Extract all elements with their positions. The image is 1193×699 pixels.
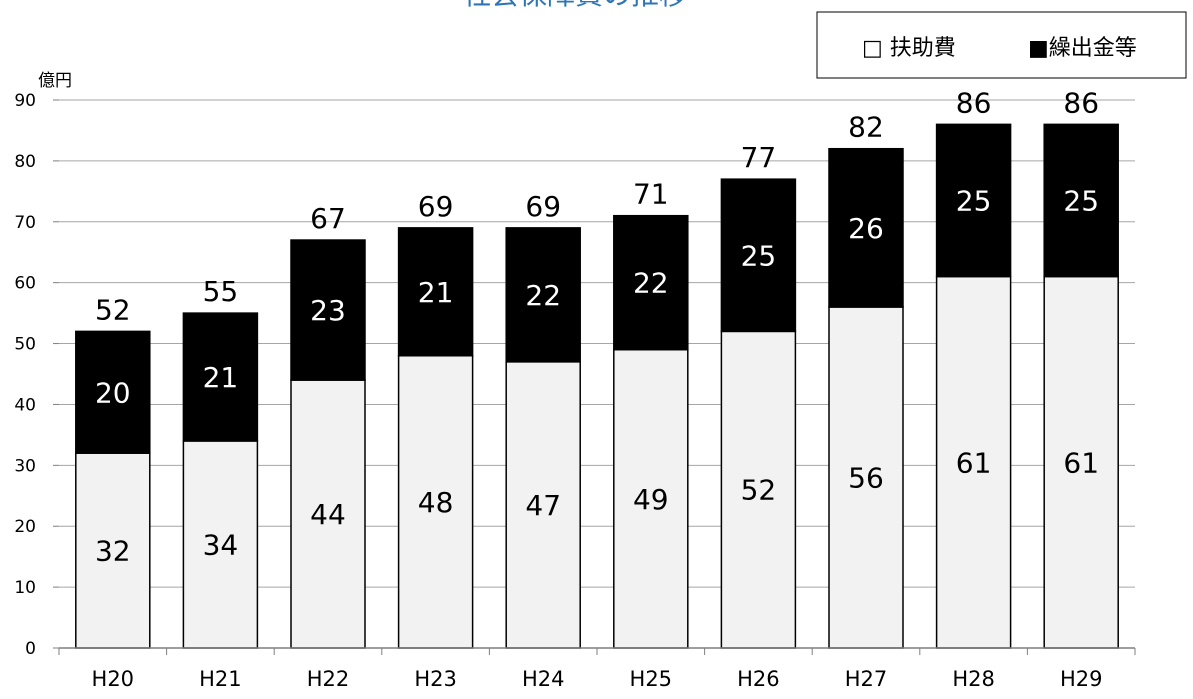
y-tick-label: 20 bbox=[14, 517, 36, 537]
y-tick-label: 60 bbox=[14, 274, 36, 294]
x-tick-label: H26 bbox=[737, 667, 780, 691]
x-axis: H20 H21 H22 H23 H24 H25 H26 H27 H28 H29 bbox=[58, 647, 1136, 691]
data-label-扶助費: 61 bbox=[956, 446, 992, 479]
total-label: 52 bbox=[95, 293, 131, 326]
data-label-扶助費: 49 bbox=[633, 483, 669, 516]
data-label-繰出金等: 25 bbox=[956, 184, 992, 217]
x-tick-label: H27 bbox=[845, 667, 888, 691]
total-label: 82 bbox=[848, 111, 884, 144]
x-tick-label: H21 bbox=[199, 667, 242, 691]
y-tick-label: 40 bbox=[14, 395, 36, 415]
x-tick-label: H28 bbox=[952, 667, 995, 691]
chart-title: 社会保障費の推移 bbox=[463, 0, 687, 11]
bar-segment-扶助費 bbox=[505, 361, 581, 649]
x-tick-label: H24 bbox=[522, 667, 565, 691]
x-tick-label: H25 bbox=[630, 667, 673, 691]
y-tick-label: 10 bbox=[14, 578, 36, 598]
data-label-繰出金等: 20 bbox=[95, 376, 131, 409]
data-label-扶助費: 34 bbox=[203, 528, 239, 561]
data-label-繰出金等: 23 bbox=[310, 294, 346, 327]
bar-segment-繰出金等 bbox=[1043, 123, 1119, 278]
y-tick-label: 70 bbox=[14, 213, 36, 233]
bar-segment-扶助費 bbox=[290, 379, 366, 649]
x-tick-label: H29 bbox=[1060, 667, 1103, 691]
legend-item-扶助費: □ 扶助費 bbox=[862, 36, 956, 61]
bar-segment-繰出金等 bbox=[828, 147, 904, 308]
data-label-繰出金等: 25 bbox=[1063, 184, 1099, 217]
total-label: 55 bbox=[203, 275, 239, 308]
data-label-繰出金等: 21 bbox=[203, 361, 239, 394]
legend-item-繰出金等: ■繰出金等 bbox=[1028, 36, 1137, 61]
y-tick-label: 30 bbox=[14, 456, 36, 476]
bar-segment-扶助費 bbox=[935, 275, 1012, 649]
data-label-繰出金等: 21 bbox=[418, 276, 454, 309]
total-label: 69 bbox=[525, 190, 561, 223]
x-tick-label: H22 bbox=[307, 667, 350, 691]
x-tick-label: H23 bbox=[414, 667, 457, 691]
data-label-扶助費: 56 bbox=[848, 462, 884, 495]
data-label-扶助費: 47 bbox=[525, 489, 561, 522]
bar-segment-扶助費 bbox=[1043, 275, 1119, 649]
bar-segment-繰出金等 bbox=[613, 214, 689, 351]
bar-segment-繰出金等 bbox=[397, 227, 474, 357]
data-label-扶助費: 52 bbox=[741, 474, 777, 507]
y-tick-labels: 0 10 20 30 40 50 60 70 80 90 bbox=[14, 91, 36, 659]
data-label-扶助費: 61 bbox=[1063, 446, 1099, 479]
bar-segment-繰出金等 bbox=[505, 227, 581, 363]
y-tick-label: 50 bbox=[14, 335, 36, 355]
total-label: 69 bbox=[418, 190, 454, 223]
bar-segment-扶助費 bbox=[613, 348, 689, 649]
bar-segment-扶助費 bbox=[720, 330, 797, 649]
data-label-扶助費: 32 bbox=[95, 535, 131, 568]
legend-box bbox=[816, 11, 1187, 79]
legend: □ 扶助費 ■繰出金等 bbox=[816, 11, 1187, 79]
x-tick-label: H20 bbox=[92, 667, 135, 691]
bar-segment-扶助費 bbox=[182, 440, 259, 649]
y-tick-label: 0 bbox=[25, 639, 36, 659]
bar-segment-繰出金等 bbox=[935, 123, 1012, 278]
total-label: 86 bbox=[1063, 86, 1099, 119]
data-label-繰出金等: 26 bbox=[848, 212, 884, 245]
total-label: 86 bbox=[956, 86, 992, 119]
bar-segment-繰出金等 bbox=[75, 330, 151, 454]
data-label-繰出金等: 25 bbox=[741, 239, 777, 272]
data-label-繰出金等: 22 bbox=[525, 279, 561, 312]
total-label: 71 bbox=[633, 178, 669, 211]
data-label-扶助費: 48 bbox=[418, 486, 454, 519]
bar-segment-繰出金等 bbox=[290, 239, 366, 381]
y-tick-label: 90 bbox=[14, 91, 36, 111]
bars: 32 20 52 34 21 55 44 23 67 48 21 69 47 22 69 49 22 71 52 25… bbox=[75, 86, 1119, 649]
bar-segment-繰出金等 bbox=[182, 312, 259, 442]
data-label-扶助費: 44 bbox=[310, 498, 346, 531]
total-label: 67 bbox=[310, 202, 346, 235]
bar-segment-扶助費 bbox=[397, 354, 474, 649]
total-label: 77 bbox=[741, 141, 777, 174]
y-axis-unit-label: 億円 bbox=[38, 71, 72, 91]
y-tick-label: 80 bbox=[14, 152, 36, 172]
bar-segment-繰出金等 bbox=[720, 178, 797, 333]
data-label-繰出金等: 22 bbox=[633, 267, 669, 300]
